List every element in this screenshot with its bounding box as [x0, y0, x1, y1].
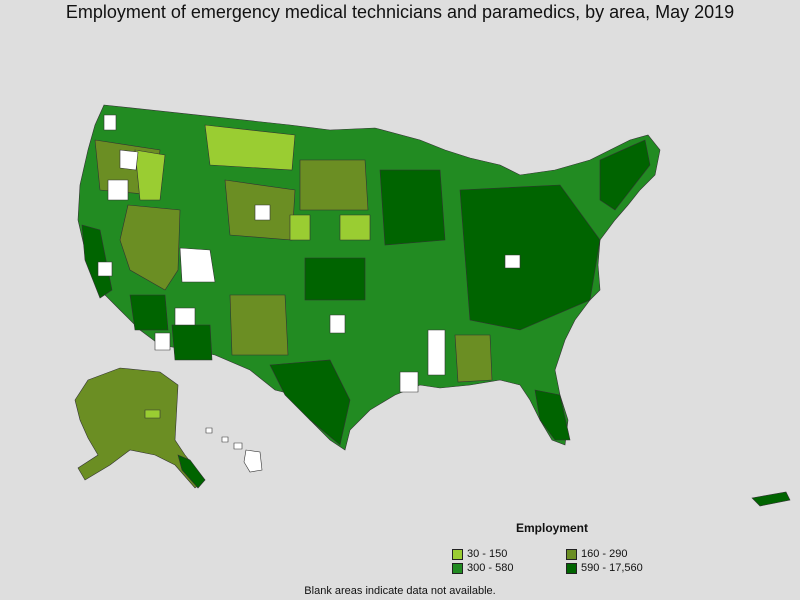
region-alabama — [454, 334, 493, 383]
region-idaho — [134, 149, 166, 201]
legend-label-3: 300 - 580 — [467, 562, 514, 574]
region-california — [81, 224, 113, 299]
region-kansas — [304, 257, 366, 301]
legend-item-3: 300 - 580 — [452, 562, 513, 574]
blank-socal — [154, 332, 171, 351]
region-east — [459, 184, 601, 331]
region-florida — [534, 389, 571, 441]
blank-wyoming — [254, 204, 271, 221]
region-southern-arizona — [171, 324, 213, 361]
legend-label-2: 160 - 290 — [581, 548, 628, 560]
region-arizona — [129, 294, 169, 331]
puerto-rico — [751, 491, 791, 507]
region-montana — [204, 124, 296, 171]
region-nebraska-west — [289, 214, 311, 241]
contiguous-us — [77, 104, 661, 451]
region-dakotas — [299, 159, 369, 211]
blank-nevada — [107, 179, 129, 201]
legend-item-2: 160 - 290 — [566, 548, 627, 560]
region-midwest — [379, 169, 446, 246]
blank-mississippi — [427, 329, 446, 376]
legend-label-1: 30 - 150 — [467, 548, 508, 560]
blank-utah — [179, 247, 216, 283]
region-new-england — [599, 139, 651, 211]
legend-swatch-3 — [452, 562, 463, 574]
blank-california — [97, 261, 113, 277]
region-texas — [269, 359, 351, 446]
legend-swatch-1 — [452, 548, 463, 560]
legend-label-4: 590 - 17,560 — [581, 562, 643, 574]
legend-title: Employment — [516, 521, 589, 535]
hawaii — [205, 427, 263, 473]
region-iowa — [339, 214, 371, 241]
legend-swatch-2 — [566, 548, 577, 560]
alaska — [74, 367, 206, 489]
legend-swatch-4 — [566, 562, 577, 574]
blank-oregon — [119, 149, 139, 171]
blank-oklahoma — [329, 314, 346, 334]
map-title: Employment of emergency medical technici… — [65, 2, 735, 22]
region-new-mexico — [229, 294, 289, 356]
legend-item-1: 30 - 150 — [452, 548, 507, 560]
region-nevada — [119, 204, 181, 291]
blank-arizona — [174, 307, 196, 326]
footnote: Blank areas indicate data not available. — [304, 585, 496, 597]
blank-washington — [103, 114, 117, 131]
legend-item-4: 590 - 17,560 — [566, 562, 643, 574]
blank-louisiana — [399, 371, 419, 393]
blank-kentucky — [504, 254, 521, 269]
